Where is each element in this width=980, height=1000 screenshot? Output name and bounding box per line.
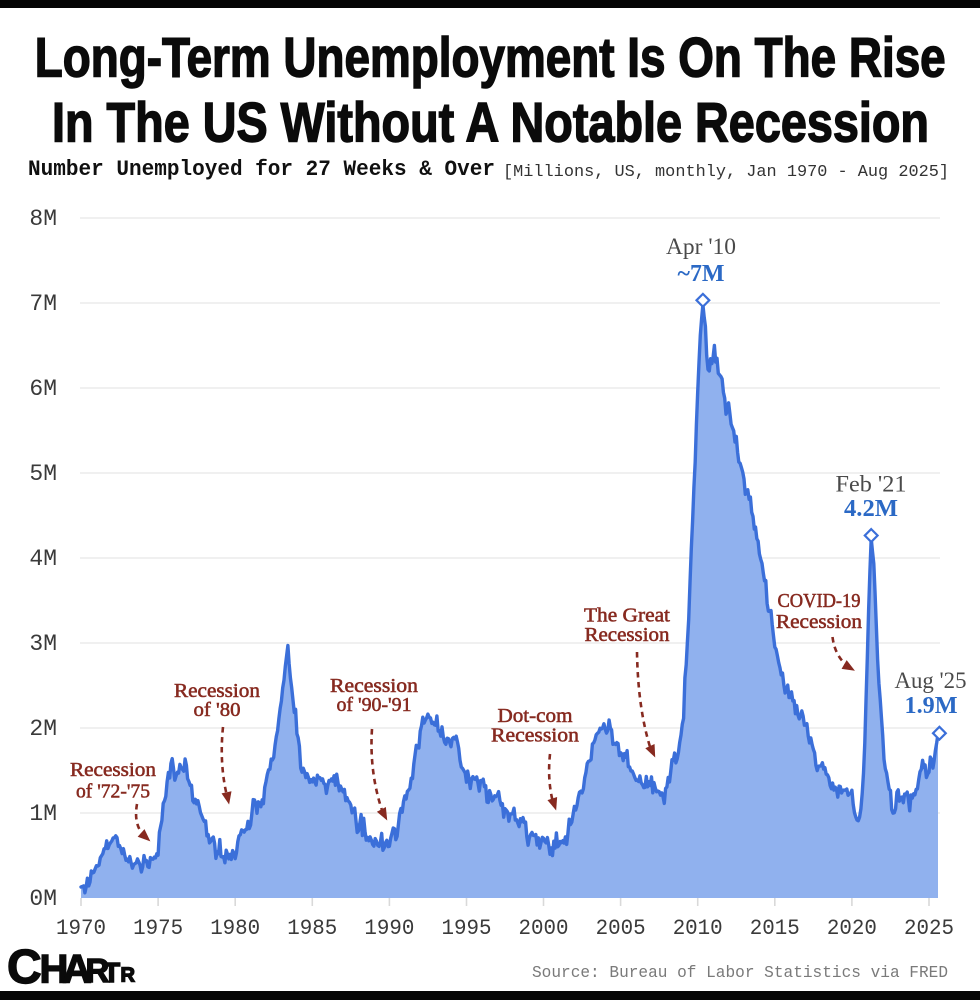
svg-text:1.9M: 1.9M — [905, 693, 958, 719]
svg-text:1975: 1975 — [133, 916, 183, 941]
svg-text:Long-Term Unemployment Is On T: Long-Term Unemployment Is On The Rise — [35, 26, 946, 89]
svg-text:Feb '21: Feb '21 — [836, 472, 907, 497]
svg-text:Apr '10: Apr '10 — [666, 234, 736, 259]
svg-text:T: T — [103, 957, 120, 988]
svg-text:H: H — [40, 948, 69, 992]
svg-text:5M: 5M — [29, 461, 57, 487]
svg-text:7M: 7M — [29, 291, 57, 317]
svg-text:Aug '25: Aug '25 — [895, 668, 967, 693]
svg-text:1985: 1985 — [287, 916, 337, 941]
svg-text:~7M: ~7M — [678, 261, 725, 287]
svg-text:1980: 1980 — [210, 916, 260, 941]
svg-text:R: R — [121, 965, 136, 987]
svg-text:2010: 2010 — [673, 916, 723, 941]
svg-text:4.2M: 4.2M — [844, 496, 898, 522]
svg-text:of '90-'91: of '90-'91 — [337, 694, 412, 716]
svg-text:of '72-'75: of '72-'75 — [76, 781, 150, 803]
svg-text:2025: 2025 — [904, 916, 954, 941]
svg-text:2015: 2015 — [750, 916, 800, 941]
svg-text:2M: 2M — [29, 716, 57, 742]
svg-text:0M: 0M — [29, 886, 57, 912]
svg-text:2005: 2005 — [596, 916, 646, 941]
svg-text:Recession: Recession — [585, 624, 670, 646]
svg-text:Recession: Recession — [491, 725, 579, 747]
svg-text:Source: Bureau of Labor Statis: Source: Bureau of Labor Statistics via F… — [532, 963, 948, 982]
svg-text:1990: 1990 — [364, 916, 414, 941]
svg-text:2020: 2020 — [827, 916, 877, 941]
svg-text:Number Unemployed for 27 Weeks: Number Unemployed for 27 Weeks & Over — [28, 157, 495, 182]
svg-text:Dot-com: Dot-com — [498, 705, 573, 727]
svg-text:1M: 1M — [29, 801, 57, 827]
svg-text:C: C — [7, 941, 42, 994]
svg-text:A: A — [63, 948, 92, 992]
svg-text:Recession: Recession — [174, 680, 260, 702]
svg-text:6M: 6M — [29, 376, 57, 402]
svg-text:of '80: of '80 — [194, 699, 241, 721]
svg-text:4M: 4M — [29, 546, 57, 572]
svg-text:Recession: Recession — [330, 675, 418, 697]
svg-text:R: R — [86, 952, 110, 989]
svg-text:8M: 8M — [29, 206, 57, 232]
svg-text:1995: 1995 — [442, 916, 492, 941]
svg-text:1970: 1970 — [56, 916, 106, 941]
svg-text:Recession: Recession — [70, 759, 156, 781]
svg-text:Recession: Recession — [776, 611, 862, 633]
svg-text:2000: 2000 — [519, 916, 569, 941]
svg-text:In The US Without A Notable Re: In The US Without A Notable Recession — [52, 91, 929, 154]
svg-text:The Great: The Great — [584, 605, 670, 627]
svg-text:COVID-19: COVID-19 — [778, 590, 861, 612]
svg-text:3M: 3M — [29, 631, 57, 657]
svg-text:[Millions, US, monthly, Jan 19: [Millions, US, monthly, Jan 1970 - Aug 2… — [503, 163, 949, 182]
